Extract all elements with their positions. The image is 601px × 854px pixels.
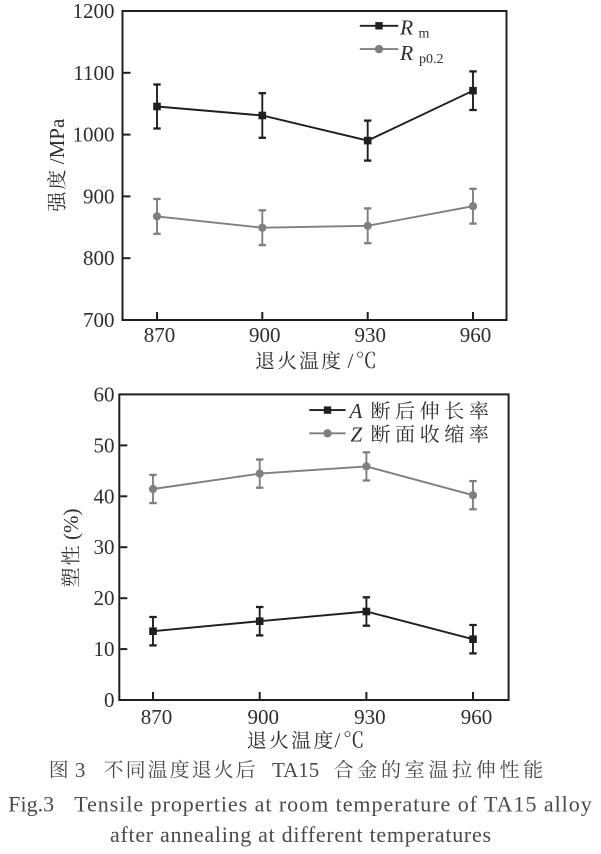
svg-text:R: R (399, 41, 413, 65)
svg-text:after annealing at different t: after annealing at different temperature… (110, 822, 491, 847)
svg-text:1100: 1100 (73, 61, 114, 85)
svg-text:930: 930 (354, 323, 386, 347)
svg-text:R: R (399, 15, 413, 39)
svg-text:900: 900 (249, 323, 281, 347)
svg-text:870: 870 (144, 323, 176, 347)
svg-text:Tensile properties at room tem: Tensile properties at room temperature o… (74, 792, 591, 817)
svg-text:/: / (335, 729, 341, 753)
svg-text:(%): (%) (59, 509, 83, 540)
svg-text:1000: 1000 (73, 123, 115, 147)
svg-text:/MPa: /MPa (45, 118, 69, 164)
svg-text:1200: 1200 (73, 0, 115, 23)
svg-text:p0.2: p0.2 (419, 52, 444, 67)
svg-text:3: 3 (75, 758, 86, 782)
svg-text:700: 700 (83, 308, 115, 332)
svg-text:TA15: TA15 (272, 758, 319, 782)
svg-text:40: 40 (94, 484, 115, 508)
svg-text:870: 870 (141, 705, 173, 729)
svg-text:50: 50 (94, 433, 115, 457)
svg-text:960: 960 (461, 705, 493, 729)
svg-text:Fig.3: Fig.3 (8, 792, 54, 817)
svg-text:20: 20 (94, 586, 115, 610)
svg-text:30: 30 (94, 535, 115, 559)
svg-text:m: m (419, 27, 430, 42)
svg-text:/: / (348, 349, 354, 373)
svg-text:960: 960 (460, 323, 492, 347)
svg-text:A: A (348, 399, 363, 423)
svg-text:900: 900 (247, 705, 279, 729)
svg-text:10: 10 (94, 637, 115, 661)
svg-text:800: 800 (83, 246, 115, 270)
svg-text:Z: Z (351, 422, 363, 446)
svg-text:60: 60 (94, 382, 115, 406)
svg-text:900: 900 (83, 184, 115, 208)
svg-text:930: 930 (354, 705, 386, 729)
svg-text:0: 0 (104, 688, 115, 712)
